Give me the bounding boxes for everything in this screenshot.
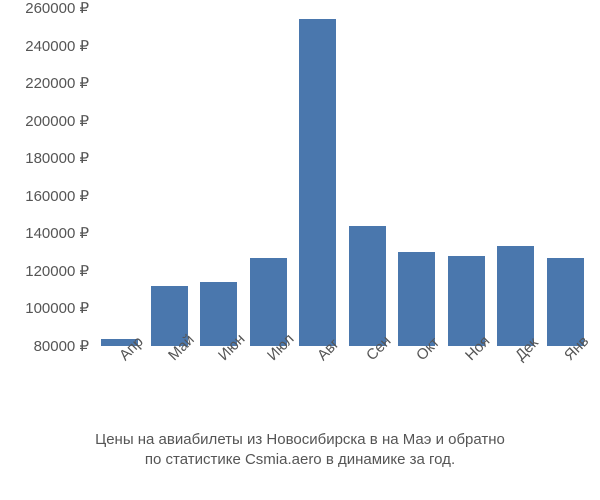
price-chart: 80000 ₽ 100000 ₽ 120000 ₽ 140000 ₽ 160000 ₽ 1… <box>0 0 600 500</box>
caption-line-2: по статистике Csmia.aero в динамике за г… <box>145 451 455 468</box>
y-tick-label: 160000 ₽ <box>0 187 89 205</box>
y-tick-label: 120000 ₽ <box>0 262 89 280</box>
bar <box>547 258 584 346</box>
bar <box>497 246 534 346</box>
y-tick-label: 100000 ₽ <box>0 299 89 317</box>
y-tick-label: 140000 ₽ <box>0 224 89 242</box>
y-tick-label: 200000 ₽ <box>0 112 89 130</box>
caption-line-1: Цены на авиабилеты из Новосибирска в на … <box>95 431 505 448</box>
bar <box>250 258 287 346</box>
y-tick-label: 80000 ₽ <box>0 337 89 355</box>
bar <box>299 19 336 346</box>
bar <box>349 226 386 346</box>
plot-area <box>95 8 590 346</box>
bar <box>398 252 435 346</box>
y-tick-label: 260000 ₽ <box>0 0 89 17</box>
y-tick-label: 180000 ₽ <box>0 149 89 167</box>
y-tick-label: 240000 ₽ <box>0 37 89 55</box>
bar <box>448 256 485 346</box>
y-tick-label: 220000 ₽ <box>0 74 89 92</box>
chart-caption: Цены на авиабилеты из Новосибирска в на … <box>0 430 600 471</box>
